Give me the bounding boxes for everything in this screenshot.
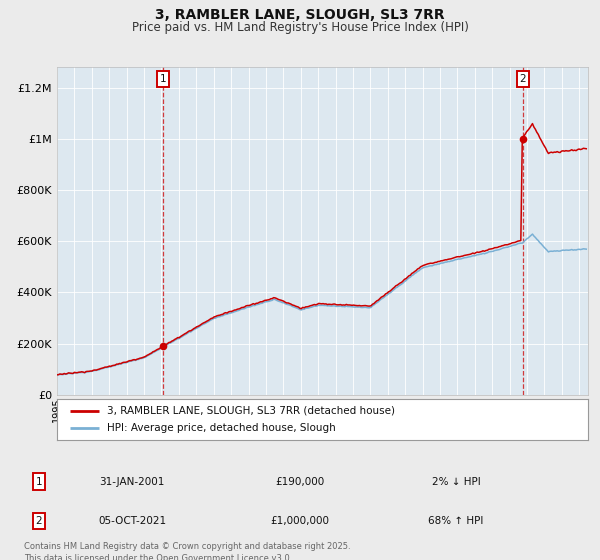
Text: 05-OCT-2021: 05-OCT-2021 — [98, 516, 166, 526]
Text: 2% ↓ HPI: 2% ↓ HPI — [431, 477, 481, 487]
Text: Price paid vs. HM Land Registry's House Price Index (HPI): Price paid vs. HM Land Registry's House … — [131, 21, 469, 34]
Text: 1: 1 — [160, 74, 166, 83]
Text: 1: 1 — [35, 477, 43, 487]
Text: 3, RAMBLER LANE, SLOUGH, SL3 7RR: 3, RAMBLER LANE, SLOUGH, SL3 7RR — [155, 8, 445, 22]
Text: HPI: Average price, detached house, Slough: HPI: Average price, detached house, Slou… — [107, 423, 336, 433]
Text: 68% ↑ HPI: 68% ↑ HPI — [428, 516, 484, 526]
Text: £190,000: £190,000 — [275, 477, 325, 487]
Text: £1,000,000: £1,000,000 — [271, 516, 329, 526]
Text: 31-JAN-2001: 31-JAN-2001 — [100, 477, 164, 487]
Text: 2: 2 — [35, 516, 43, 526]
Text: 3, RAMBLER LANE, SLOUGH, SL3 7RR (detached house): 3, RAMBLER LANE, SLOUGH, SL3 7RR (detach… — [107, 405, 395, 416]
Text: Contains HM Land Registry data © Crown copyright and database right 2025.
This d: Contains HM Land Registry data © Crown c… — [24, 542, 350, 560]
Text: 2: 2 — [520, 74, 526, 83]
